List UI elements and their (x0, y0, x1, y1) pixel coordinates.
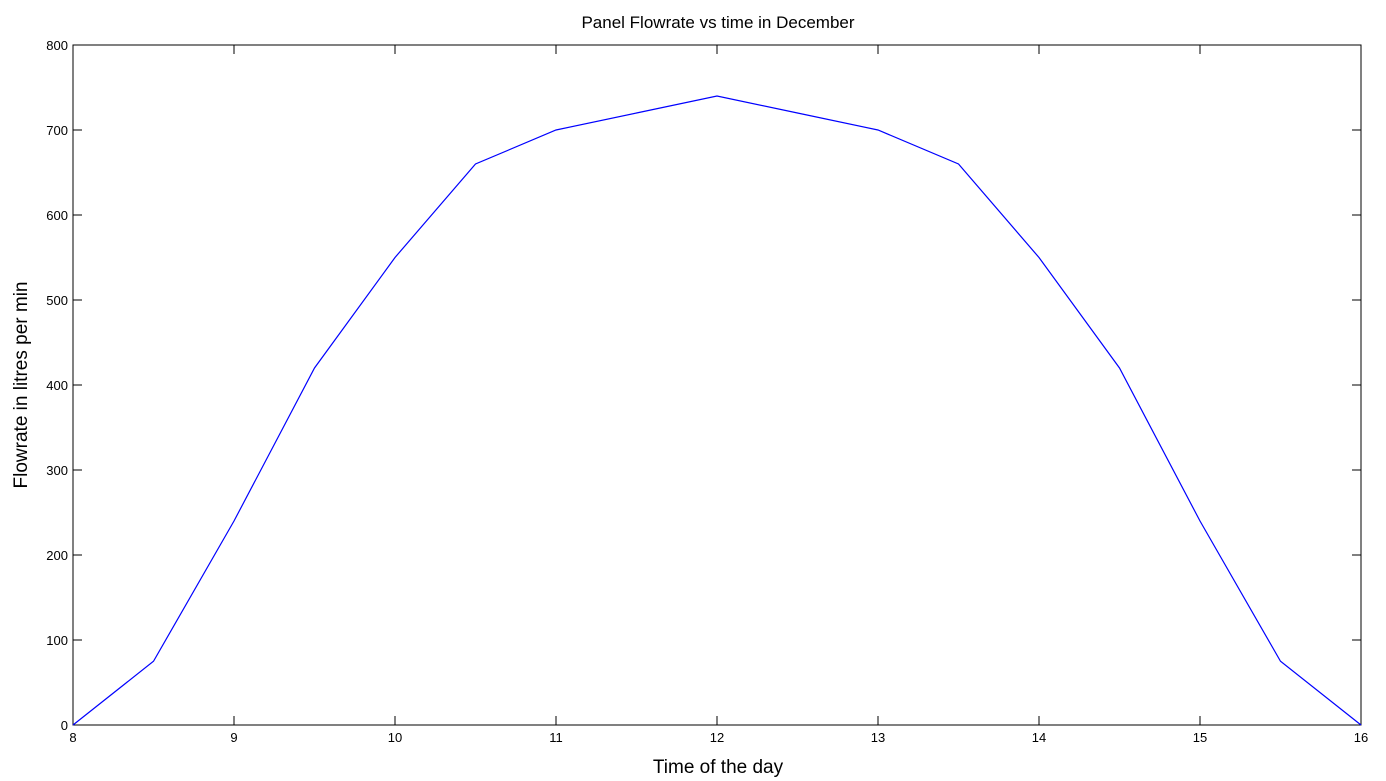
y-tick-label: 700 (46, 123, 68, 138)
series-layer (72, 95, 1362, 726)
y-axis-ticks: 0 100 200 300 400 500 600 700 800 (46, 38, 1361, 733)
y-tick-label: 300 (46, 463, 68, 478)
y-tick-label: 100 (46, 633, 68, 648)
chart-title: Panel Flowrate vs time in December (581, 13, 854, 32)
x-tick-label: 8 (69, 730, 76, 745)
x-tick-label: 10 (388, 730, 402, 745)
x-axis-ticks: 8 9 10 11 12 13 14 15 16 (69, 45, 1368, 745)
y-tick-label: 400 (46, 378, 68, 393)
x-tick-label: 11 (549, 730, 563, 745)
x-tick-label: 16 (1354, 730, 1368, 745)
x-tick-label: 9 (230, 730, 237, 745)
plot-area (72, 44, 1362, 726)
y-tick-label: 800 (46, 38, 68, 53)
x-tick-label: 15 (1193, 730, 1207, 745)
x-axis-label: Time of the day (653, 757, 784, 778)
x-tick-label: 14 (1032, 730, 1046, 745)
series-line-0 (72, 95, 1362, 726)
y-tick-label: 500 (46, 293, 68, 308)
y-tick-label: 600 (46, 208, 68, 223)
y-tick-label: 200 (46, 548, 68, 563)
y-tick-label: 0 (61, 718, 68, 733)
y-axis-label: Flowrate in litres per min (11, 282, 32, 489)
x-tick-label: 13 (871, 730, 885, 745)
x-tick-label: 12 (710, 730, 724, 745)
